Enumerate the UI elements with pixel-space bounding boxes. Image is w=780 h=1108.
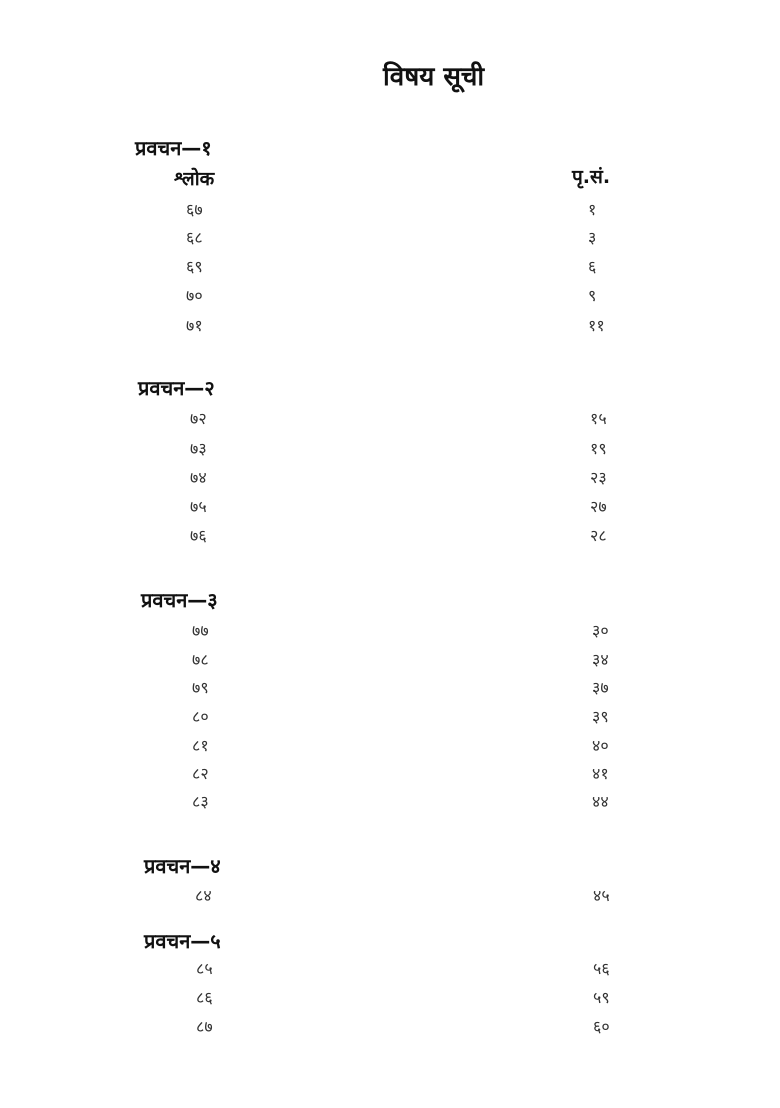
shloka-number: ८५ (196, 959, 213, 978)
shloka-number: ८० (192, 707, 209, 726)
section-heading: प्रवचन—४ (144, 854, 221, 878)
shloka-number: ७८ (192, 650, 209, 669)
page-number: ३७ (592, 678, 609, 697)
shloka-number: ७५ (190, 497, 207, 516)
shloka-number: ८७ (196, 1017, 213, 1036)
page-number: ६० (593, 1017, 610, 1036)
shloka-number: ८४ (195, 886, 212, 905)
page-number: ३४ (592, 650, 609, 669)
shloka-number: ७७ (192, 621, 209, 640)
page-number: ११ (588, 316, 605, 335)
page-number: ९ (588, 286, 597, 305)
page-number: ४० (592, 736, 609, 755)
shloka-number: ६९ (186, 257, 203, 276)
shloka-number: ७४ (190, 468, 207, 487)
page-number: ३ (588, 228, 597, 247)
page-number: ३९ (592, 707, 609, 726)
section-heading: प्रवचन—२ (138, 376, 215, 400)
page-number: ६ (588, 257, 597, 276)
shloka-number: ७९ (192, 678, 209, 697)
section-heading: प्रवचन—१ (135, 136, 212, 160)
shloka-number: ७१ (186, 316, 203, 335)
column-header-shloka: श्लोक (174, 168, 215, 190)
page-number: १ (588, 200, 597, 219)
page-number: १५ (590, 409, 607, 428)
page-number: २८ (590, 526, 607, 545)
shloka-number: ८३ (192, 792, 209, 811)
page-title: विषय सूची (383, 62, 485, 92)
section-heading: प्रवचन—३ (141, 588, 218, 612)
shloka-number: ८२ (192, 764, 209, 783)
page-number: ५९ (593, 988, 610, 1007)
shloka-number: ७३ (190, 439, 207, 458)
shloka-number: ७२ (190, 409, 207, 428)
page-number: २३ (590, 468, 607, 487)
page-number: २७ (590, 497, 607, 516)
page-number: ४१ (592, 764, 609, 783)
page-number: ३० (592, 621, 609, 640)
shloka-number: ८६ (196, 988, 213, 1007)
shloka-number: ६८ (186, 228, 203, 247)
shloka-number: ८१ (192, 736, 209, 755)
column-header-page: पृ.सं. (572, 166, 611, 188)
page-number: १९ (590, 439, 607, 458)
page-number: ५६ (593, 959, 610, 978)
shloka-number: ६७ (186, 200, 203, 219)
shloka-number: ७० (186, 286, 203, 305)
section-heading: प्रवचन—५ (144, 929, 221, 953)
page-number: ४५ (593, 886, 610, 905)
shloka-number: ७६ (190, 526, 207, 545)
page-number: ४४ (592, 792, 609, 811)
